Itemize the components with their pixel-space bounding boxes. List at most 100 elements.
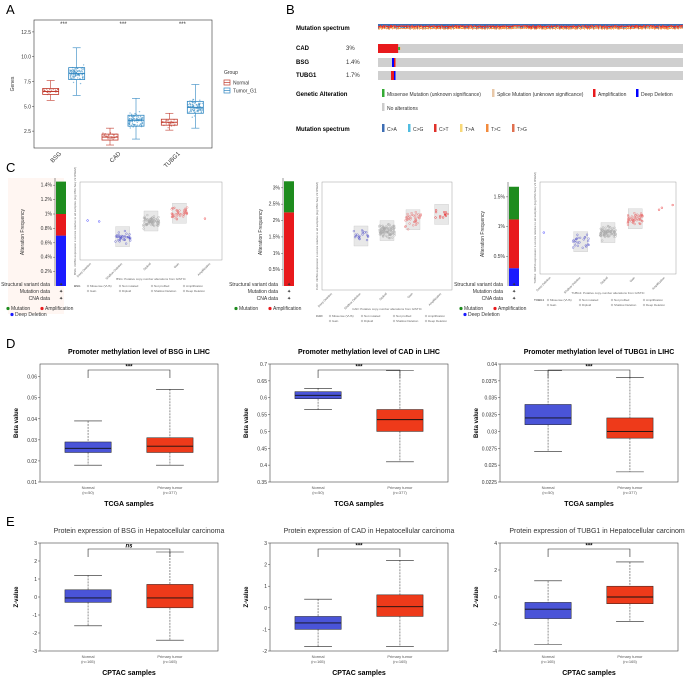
spectrum-bar [482, 28, 483, 30]
jitter-point [130, 124, 133, 127]
spectrum-bar [629, 27, 630, 29]
sample-point [404, 225, 407, 228]
spectrum-bar [594, 25, 595, 28]
spectrum-bar [560, 28, 561, 30]
spectrum-bar [440, 27, 441, 29]
sample-point [125, 242, 128, 245]
spectrum-bar [395, 25, 396, 27]
sample-point [144, 219, 147, 222]
scatter-legend-label: Diploid [122, 289, 132, 293]
spectrum-bar [396, 28, 397, 30]
spectrum-bar [466, 25, 467, 27]
spectrum-bar [507, 28, 508, 30]
scatter-y-title: CAD: mRNA expression z-scores relative t… [315, 182, 319, 290]
spectrum-bar [412, 27, 413, 29]
jitter-point [70, 69, 73, 72]
spectrum-bar [605, 26, 606, 28]
spectrum-bar [561, 27, 562, 29]
jitter-point [109, 137, 111, 140]
spectrum-bar [401, 25, 402, 27]
jitter-point [141, 122, 144, 125]
spectrum-bar [559, 27, 560, 29]
spectrum-bar [670, 27, 671, 29]
spectrum-bar [515, 24, 516, 26]
spectrum-bar [634, 24, 635, 26]
spectrum-bar [588, 27, 589, 29]
y-tick-label: 0.06 [27, 375, 37, 381]
spectrum-bar [598, 26, 599, 28]
spectrum-bar [396, 26, 397, 28]
spectrum-bar [434, 25, 435, 27]
spectrum-bar [598, 27, 599, 29]
spectrum-bar [450, 27, 451, 29]
spectrum-bar [426, 27, 427, 29]
spectrum-bar [528, 24, 529, 26]
spectrum-bar [654, 28, 655, 30]
spectrum-bar [530, 27, 531, 29]
sample-point [636, 213, 639, 216]
spectrum-bar [613, 28, 614, 30]
spectrum-bar [427, 24, 428, 26]
spectrum-bar [599, 25, 600, 27]
sample-point [172, 214, 176, 217]
spectrum-bar [565, 27, 566, 29]
sample-point [117, 235, 120, 238]
spectrum-bar [599, 27, 600, 29]
legend-label: Normal [233, 81, 249, 87]
spectrum-bar [581, 27, 582, 29]
jitter-point [192, 105, 195, 108]
sample-point [203, 217, 207, 220]
spectrum-bar [440, 28, 441, 30]
spectrum-bar [578, 24, 579, 26]
spectrum-bar [467, 27, 468, 29]
jitter-point [77, 77, 79, 79]
y-tick-label: 7.5 [24, 80, 31, 86]
spectrum-bar [535, 27, 536, 29]
spectrum-bar [431, 28, 432, 30]
spectrum-bar [388, 28, 389, 30]
y-tick-label: 0.6 [260, 396, 267, 402]
spectrum-bar [592, 24, 593, 26]
spectrum-bar [485, 28, 486, 30]
frequency-tick-label: 0.8% [41, 226, 53, 232]
spectrum-bar [378, 27, 379, 29]
spectrum-bar [556, 27, 557, 29]
spectrum-bar [465, 28, 466, 30]
spectrum-bar [595, 27, 596, 29]
spectrum-bar [678, 27, 679, 29]
spectrum-bar [606, 26, 607, 28]
spectrum-bar [650, 25, 651, 27]
spectrum-swatch [486, 124, 489, 132]
spectrum-bar [514, 27, 515, 29]
spectrum-bar [550, 25, 551, 28]
legend-dot [6, 306, 10, 311]
spectrum-bar [431, 27, 432, 29]
plot-frame [499, 363, 679, 483]
spectrum-bar [561, 28, 562, 29]
scatter-legend-dot [642, 303, 646, 307]
spectrum-bar [482, 27, 483, 29]
sample-point [388, 233, 391, 237]
jitter-point [129, 112, 131, 114]
spectrum-bar [625, 24, 626, 26]
spectrum-bar [591, 25, 592, 27]
spectrum-bar [513, 25, 514, 27]
spectrum-label: T>C [491, 127, 501, 133]
spectrum-bar [629, 25, 630, 27]
spectrum-bar [632, 26, 633, 28]
spectrum-bar [427, 27, 428, 29]
spectrum-bar [552, 24, 553, 26]
spectrum-bar [631, 27, 632, 29]
spectrum-bar [464, 24, 465, 26]
jitter-point [133, 120, 136, 122]
spectrum-bar [524, 24, 525, 26]
jitter-point [82, 75, 84, 78]
spectrum-bar [531, 26, 532, 28]
spectrum-bar [596, 26, 597, 28]
spectrum-bar [558, 26, 559, 28]
spectrum-bar [422, 24, 423, 27]
spectrum-bar [442, 24, 443, 26]
spectrum-bar [562, 28, 563, 30]
subpanel-title: Promoter methylation level of TUBG1 in L… [524, 349, 675, 356]
spectrum-bar [568, 27, 569, 29]
